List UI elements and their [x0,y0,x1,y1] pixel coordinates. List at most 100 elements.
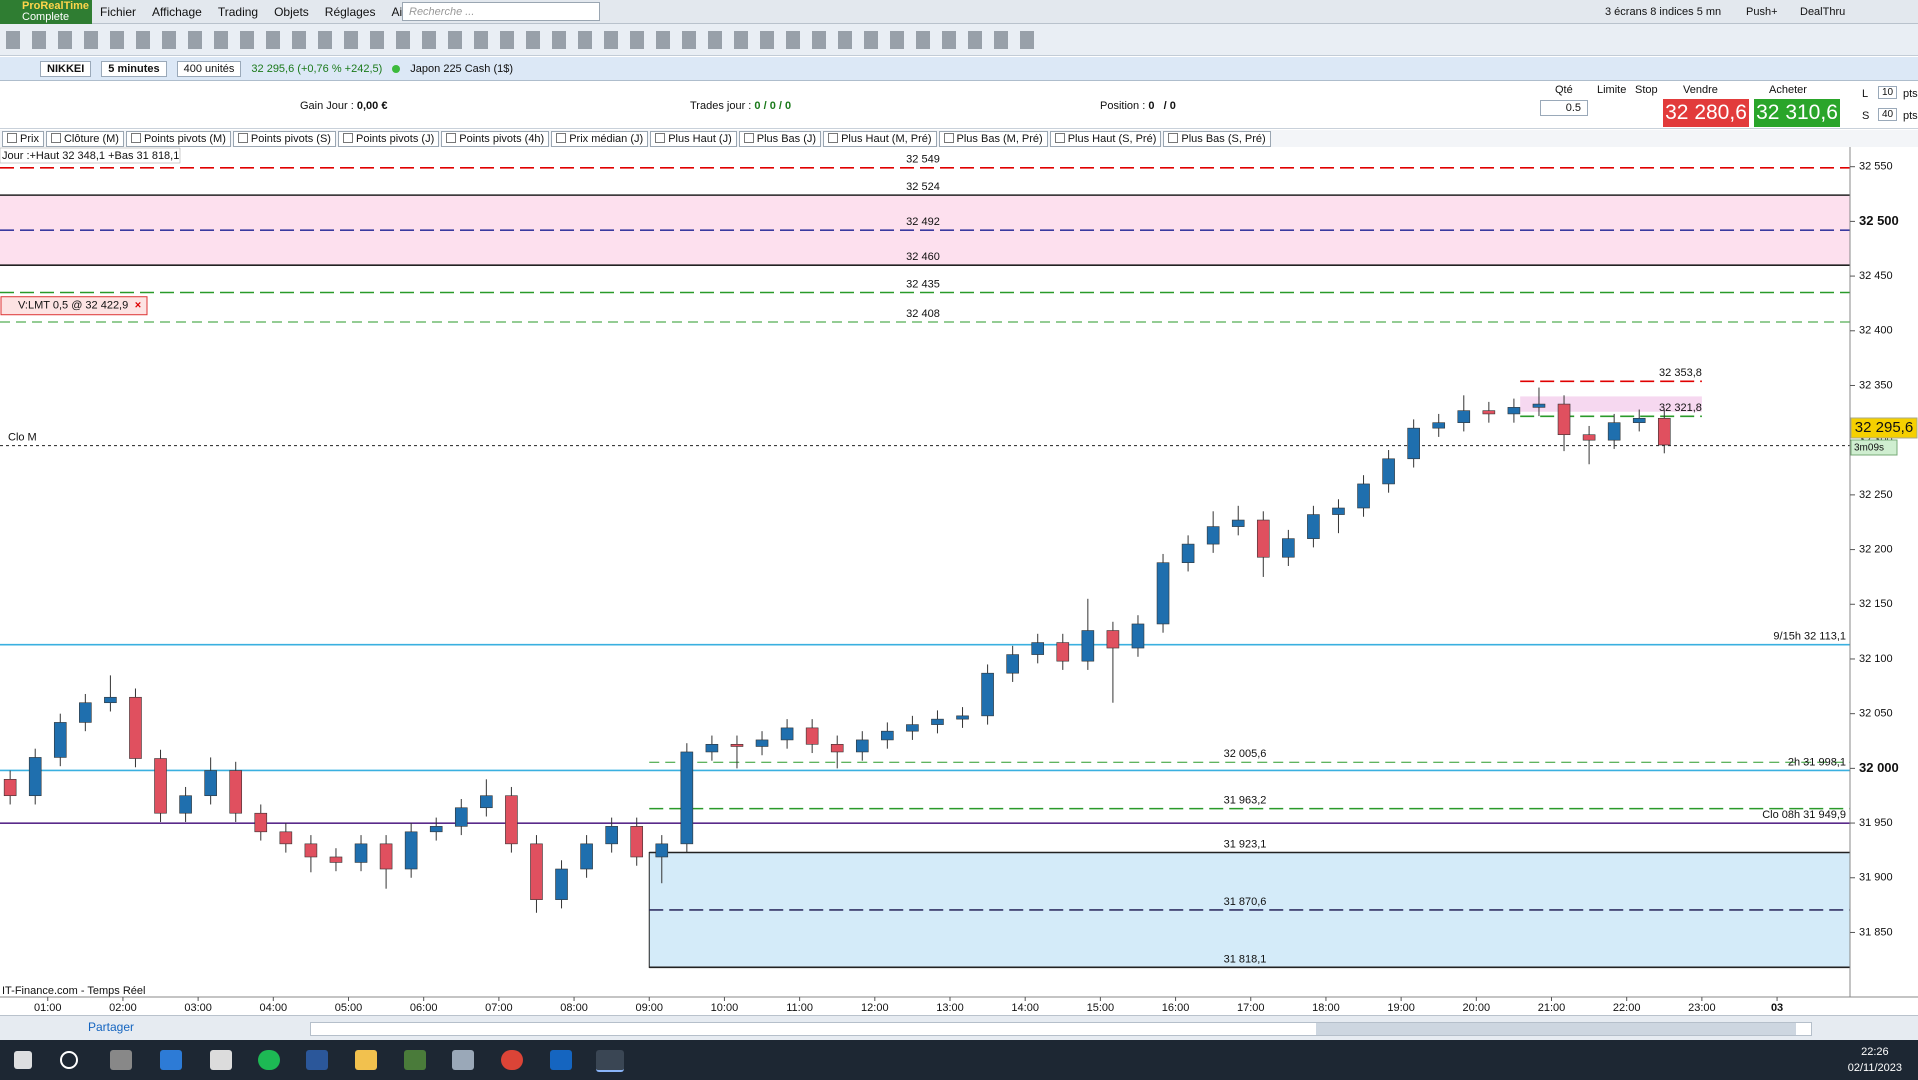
candle-body [53,722,67,758]
stop-label[interactable]: Stop [1635,84,1658,96]
x-tick-label: 03 [1771,1002,1783,1014]
app-icon[interactable] [306,1050,328,1070]
app-icon[interactable] [210,1050,232,1070]
pts: pts [1903,110,1918,122]
candle-body [906,724,919,732]
menu-item[interactable]: Affichage [152,5,202,19]
candle-body [680,751,694,845]
l-label[interactable]: L [1862,88,1869,100]
search-box[interactable]: Recherche ... [402,2,600,21]
limit-label[interactable]: Limite [1597,84,1627,96]
scrollbar[interactable] [310,1022,1812,1036]
last-price-label: 32 295,6 [1855,419,1913,436]
scroll-thumb[interactable] [1316,1023,1796,1035]
menu-item[interactable]: Fichier [100,5,137,19]
candle-body [1081,630,1095,662]
position: Position : 0 / 0 [1100,100,1176,112]
position-value: 0 [1148,100,1155,112]
app-icon[interactable] [452,1050,474,1070]
candle-body [1482,410,1496,415]
pts: pts [1903,88,1918,100]
push[interactable]: Push+ [1746,6,1778,18]
position-label: Position : [1100,100,1146,112]
candle-body [655,843,669,858]
x-tick-label: 14:00 [1011,1002,1039,1014]
y-tick-label: 32 150 [1859,598,1893,610]
menu-item[interactable]: Réglages [324,5,376,19]
app-icon-active[interactable] [596,1050,624,1072]
y-tick-label: 31 950 [1859,817,1893,829]
indicator-tab[interactable]: Plus Haut (S, Pré) [1049,130,1162,147]
indicator-tab[interactable]: Plus Haut (J) [650,130,737,147]
indicator-tab[interactable]: Plus Bas (S, Pré) [1163,130,1271,147]
candle-body [630,826,644,858]
y-tick-label: 32 550 [1859,161,1893,173]
buy-button[interactable]: 32 310,6 [1754,99,1840,127]
candle-body [956,715,969,720]
level-label: 32 460 [906,251,940,263]
level-label: 32 492 [906,216,940,228]
level-label: 32 524 [906,181,940,193]
indicator-tab[interactable]: Points pivots (J) [337,130,440,147]
order-cancel: × [135,300,141,312]
instrument-name: Japon 225 Cash (1$) [410,62,514,75]
candle-body [179,795,192,814]
app-icon[interactable] [501,1050,523,1070]
app-icon[interactable] [355,1050,377,1070]
indicator-tab[interactable]: Points pivots (S) [232,130,336,147]
app-icon[interactable] [258,1050,280,1070]
candle-body [104,696,117,704]
order-box [0,296,148,316]
units[interactable]: 400 unités [176,60,242,77]
price-axis [1850,147,1918,997]
x-tick-label: 07:00 [485,1002,513,1014]
indicator-tab[interactable]: Plus Bas (M, Pré) [938,130,1048,147]
indicator-tab[interactable]: Prix [2,130,44,147]
candle-body [1056,642,1070,662]
level-label: 32 408 [906,308,940,320]
app-icon[interactable] [404,1050,426,1070]
countdown-bg [1850,439,1898,456]
s-value[interactable]: 40 [1878,108,1898,121]
x-tick-label: 16:00 [1162,1002,1190,1014]
indicator-tab[interactable]: Points pivots (4h) [441,130,550,147]
candle-body [480,795,493,809]
screens[interactable]: 3 écrans 8 indices 5 mn [1605,6,1722,18]
menu-item[interactable]: Trading [217,5,259,19]
x-tick-label: 23:00 [1688,1002,1716,1014]
y-tick-label: 32 050 [1859,708,1893,720]
s-label[interactable]: S [1862,110,1870,122]
level-label: Clo 08h 31 949,9 [1762,809,1846,821]
task-view[interactable] [110,1050,132,1070]
x-tick-label: 22:00 [1613,1002,1641,1014]
gain-label: Gain Jour : [300,100,354,112]
indicator-tab[interactable]: Points pivots (M) [125,130,231,147]
indicator-tab[interactable]: Plus Bas (J) [738,130,822,147]
dealthru[interactable]: DealThru [1800,6,1846,18]
candle-body [1507,407,1521,415]
indicator-tab[interactable]: Plus Haut (M, Pré) [823,130,937,147]
indicator-tab[interactable]: Prix médian (J) [551,130,649,147]
qty-input[interactable]: 0.5 [1540,100,1588,116]
indicator-tab[interactable]: Clôture (M) [45,130,124,147]
l-value[interactable]: 10 [1878,86,1898,99]
share-button[interactable]: Partager [88,1020,135,1034]
app-icon[interactable] [160,1050,182,1070]
search-icon[interactable] [60,1051,78,1069]
candle-body [1457,410,1471,423]
candle-body [1557,403,1571,436]
candle-body [605,826,618,845]
app-icon[interactable] [550,1050,572,1070]
clock: 22:26 02/11/2023 [1848,1044,1902,1076]
candle-body [1632,417,1646,423]
x-tick-label: 21:00 [1538,1002,1566,1014]
menu-item[interactable]: Objets [274,5,309,19]
symbol[interactable]: NIKKEI [40,60,92,77]
interval[interactable]: 5 minutes [101,60,167,77]
sell-button[interactable]: 32 280,6 [1663,99,1749,127]
tool-icons[interactable] [6,31,1041,49]
candle-body [79,702,92,723]
buy-label: Acheter [1769,84,1807,96]
start-button[interactable] [14,1051,32,1069]
